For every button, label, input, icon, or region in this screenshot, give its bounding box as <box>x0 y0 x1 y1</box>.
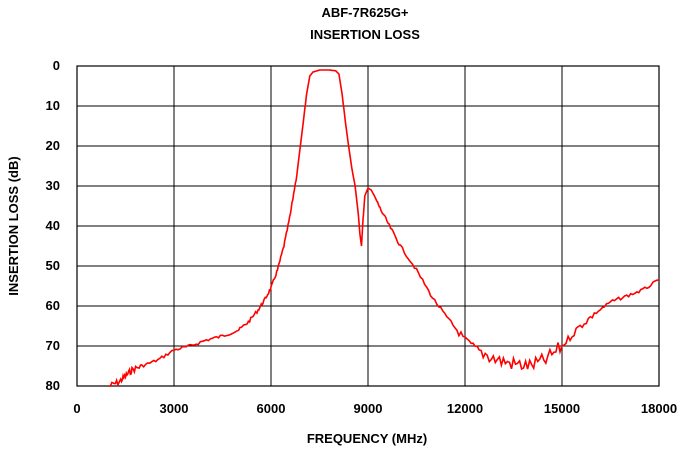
x-tick-label: 0 <box>73 401 80 416</box>
x-axis-label: FREQUENCY (MHz) <box>307 431 427 446</box>
grid-lines <box>76 65 660 387</box>
x-tick-label: 12000 <box>447 401 483 416</box>
x-axis-tick-labels: 0 3000 6000 9000 12000 15000 18000 <box>73 401 677 416</box>
y-tick-label: 30 <box>46 178 60 193</box>
x-tick-label: 15000 <box>544 401 580 416</box>
x-tick-label: 3000 <box>160 401 189 416</box>
y-tick-label: 80 <box>46 378 60 393</box>
x-tick-label: 9000 <box>354 401 383 416</box>
y-tick-label: 10 <box>46 98 60 113</box>
insertion-loss-series-line <box>109 69 660 388</box>
x-tick-label: 18000 <box>641 401 677 416</box>
chart-title: ABF-7R625G+ <box>321 5 408 20</box>
x-tick-label: 6000 <box>257 401 286 416</box>
y-axis-label: INSERTION LOSS (dB) <box>6 156 21 295</box>
chart-subtitle: INSERTION LOSS <box>310 27 420 42</box>
y-axis-tick-labels: 0 10 20 30 40 50 60 70 80 <box>46 58 60 393</box>
y-tick-label: 50 <box>46 258 60 273</box>
y-tick-label: 20 <box>46 138 60 153</box>
y-tick-label: 0 <box>53 58 60 73</box>
plot-area-frame <box>76 65 660 387</box>
y-tick-label: 40 <box>46 218 60 233</box>
y-tick-label: 70 <box>46 338 60 353</box>
y-tick-label: 60 <box>46 298 60 313</box>
